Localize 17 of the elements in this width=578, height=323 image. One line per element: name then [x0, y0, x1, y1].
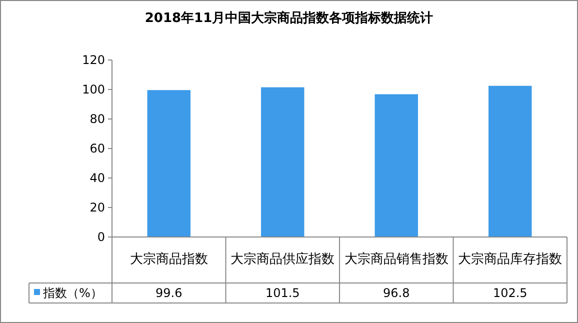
legend-label: 指数（%） [42, 286, 102, 300]
x-tick-label: 大宗商品供应指数 [230, 251, 336, 269]
y-tick-label: 100 [82, 82, 105, 96]
y-tick-label: 20 [90, 200, 105, 214]
x-tick-label: 大宗商品指数 [128, 251, 209, 269]
y-tick-label: 60 [90, 142, 105, 156]
y-tick-label: 80 [90, 112, 105, 126]
y-tick-label: 0 [97, 230, 105, 244]
chart-title: 2018年11月中国大宗商品指数各项指标数据统计 [144, 10, 434, 26]
x-tick-label: 大宗商品库存指数 [457, 251, 564, 269]
y-tick-label: 40 [90, 171, 105, 185]
data-label: 101.5 [265, 286, 300, 300]
data-label: 102.5 [492, 286, 528, 300]
data-label: 99.6 [156, 286, 182, 300]
y-tick-label: 120 [82, 53, 105, 67]
data-label: 96.8 [383, 286, 410, 300]
x-tick-label: 大宗商品销售指数 [343, 251, 450, 269]
